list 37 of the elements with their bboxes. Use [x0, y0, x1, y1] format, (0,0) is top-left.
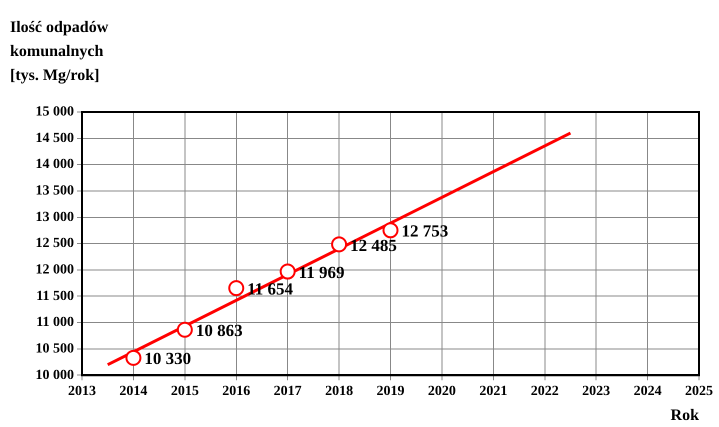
- y-tick-label: 11 500: [36, 288, 74, 304]
- data-label: 12 753: [402, 222, 448, 241]
- x-axis-title: Rok: [670, 407, 700, 424]
- x-tick-label: 2014: [119, 384, 148, 400]
- y-tick-label: 15 000: [36, 104, 74, 120]
- y-tick-label: 10 500: [36, 341, 74, 356]
- y-axis-title: Ilość odpadów komunalnych [tys. Mg/rok]: [10, 19, 109, 84]
- y-tick-label: 10 000: [36, 368, 74, 383]
- x-tick-label: 2018: [325, 384, 354, 400]
- y-tick-label: 12 000: [36, 262, 74, 278]
- data-label: 10 863: [196, 321, 243, 340]
- x-tick-label: 2016: [222, 384, 250, 400]
- y-tick-label: 12 500: [36, 236, 74, 252]
- y-tick-label: 14 000: [36, 157, 74, 172]
- point: [125, 350, 142, 366]
- x-tick-label: 2021: [479, 384, 508, 400]
- x-tick-label: 2024: [634, 384, 662, 400]
- x-tick-label: 2020: [428, 384, 456, 400]
- x-tick-label: 2023: [582, 384, 610, 400]
- point: [331, 236, 348, 252]
- y-tick-label: 13 000: [36, 210, 74, 225]
- data-label: 12 485: [350, 236, 397, 255]
- x-tick-label: 2017: [274, 384, 302, 400]
- x-tick-label: 2022: [530, 384, 559, 400]
- data-label: 11 969: [298, 262, 344, 282]
- x-tick-label: 2025: [685, 384, 713, 400]
- point: [228, 280, 244, 296]
- point: [382, 222, 398, 238]
- data-label: 10 330: [144, 349, 192, 368]
- point: [280, 264, 296, 280]
- y-tick-label: 14 500: [36, 130, 74, 146]
- y-tick-label: 13 500: [36, 184, 74, 199]
- x-tick-label: 2015: [170, 384, 199, 400]
- y-tick-label: 11 000: [36, 315, 74, 330]
- x-tick-label: 2019: [376, 384, 404, 400]
- x-tick-label: 2013: [68, 384, 96, 400]
- point: [176, 322, 193, 338]
